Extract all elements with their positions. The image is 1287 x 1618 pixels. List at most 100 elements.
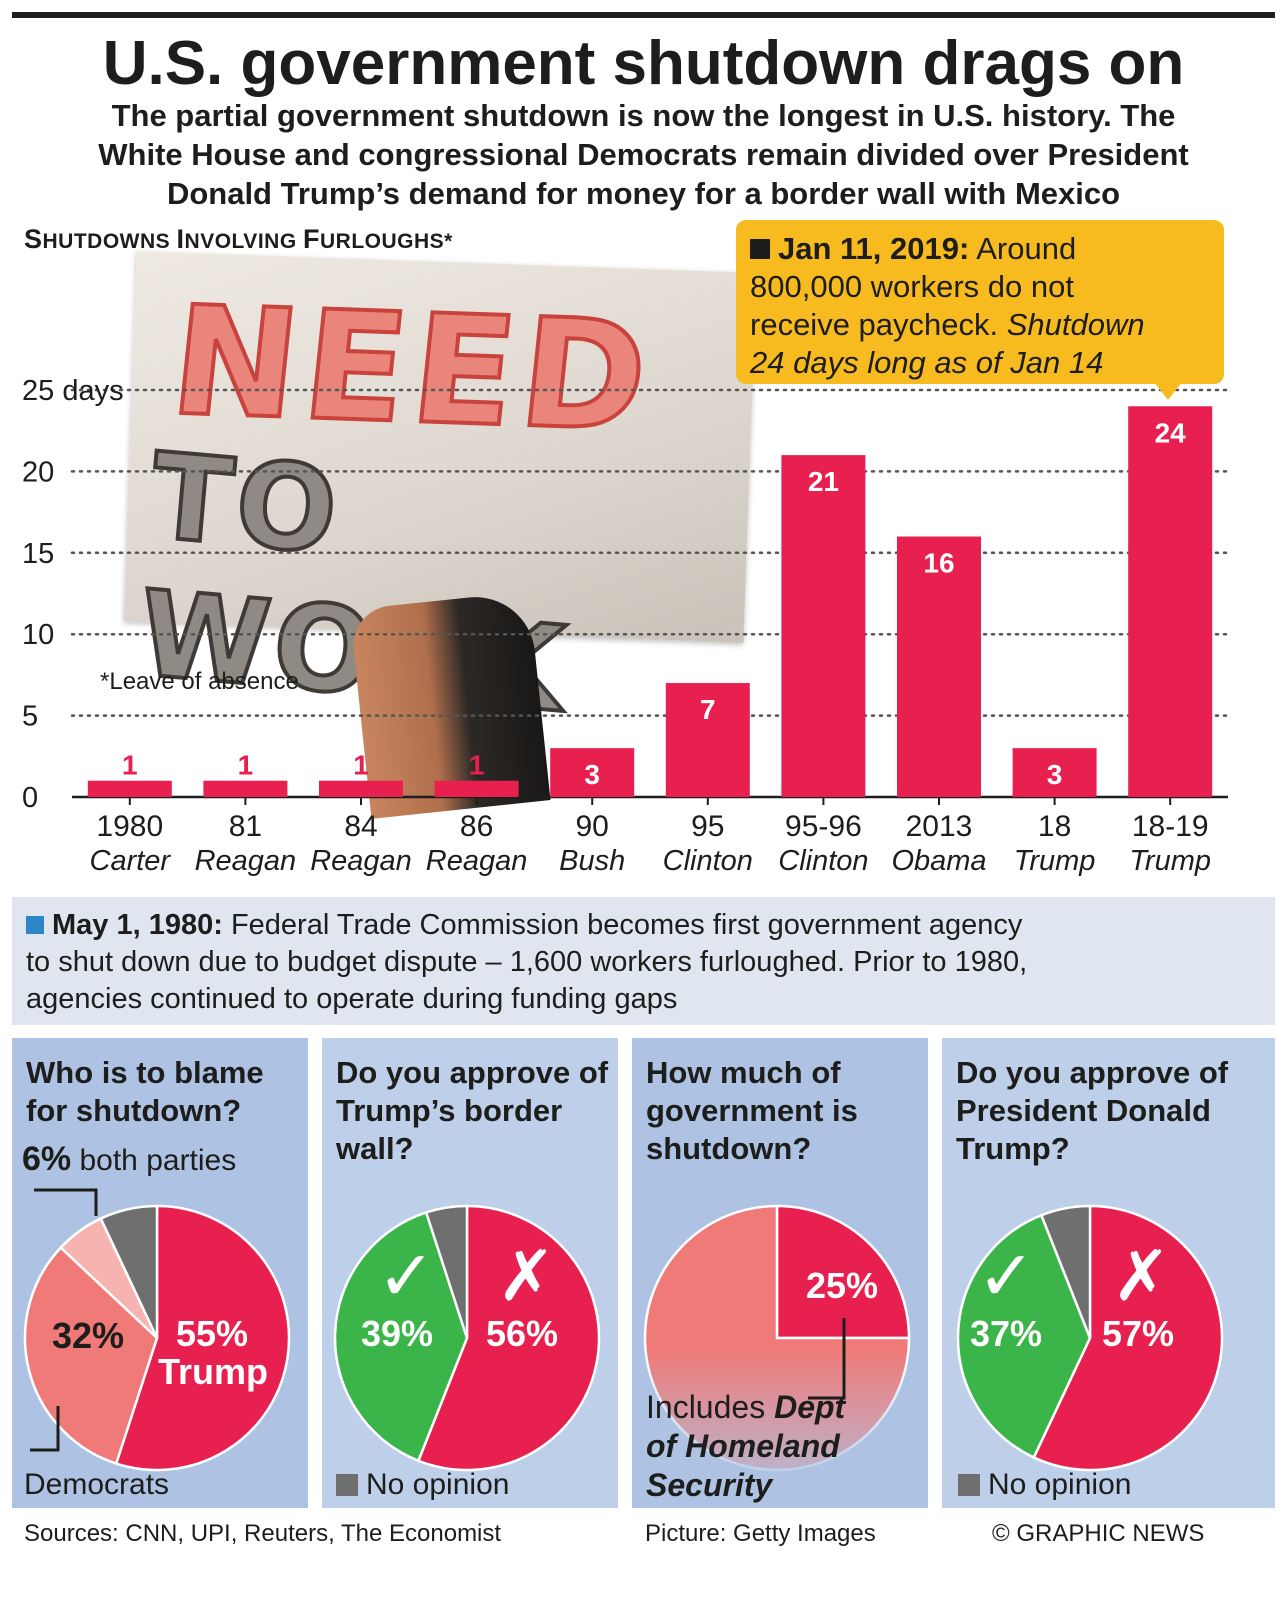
x-tick-label: 86 <box>460 810 493 843</box>
president-label: Reagan <box>426 845 528 877</box>
y-tick-label: 25 days <box>22 375 124 407</box>
black-square-icon <box>750 239 770 259</box>
dhs-note: Includes Dept of Homeland Security <box>646 1389 846 1503</box>
slice-shutdown <box>775 1204 911 1340</box>
poll-border-wall: Do you approve of Trump’s border wall? ✓… <box>322 1038 618 1508</box>
y-tick-label: 0 <box>22 782 38 814</box>
x-tick-label: 18-19 <box>1132 810 1209 843</box>
pct-trump: 55% <box>176 1313 248 1354</box>
slice-approve <box>333 1210 469 1463</box>
picture-credit: Picture: Getty Images <box>645 1520 876 1547</box>
y-tick-label: 5 <box>22 701 38 733</box>
bar <box>665 683 750 797</box>
poll-gov-question: How much of government is shutdown? <box>646 1055 858 1166</box>
x-tick-label: 95-96 <box>785 810 862 843</box>
x-tick-label: 84 <box>344 810 377 843</box>
poll-blame: Who is to blame for shutdown? 55% Trump … <box>12 1038 308 1508</box>
bar-value-label: 21 <box>808 466 839 497</box>
bar-value-label: 1 <box>469 750 485 781</box>
slice-disapprove <box>1032 1204 1224 1472</box>
pct-gov-share: 25% <box>806 1265 878 1306</box>
pct-approve-wall: 39% <box>361 1313 433 1354</box>
poll-approve-question: Do you approve of President Donald Trump… <box>956 1055 1229 1166</box>
grey-square-icon <box>336 1474 358 1496</box>
bar <box>1128 406 1213 797</box>
page-title: U.S. government shutdown drags on <box>102 29 1185 98</box>
x-tick-label: 81 <box>229 810 262 843</box>
bar-value-label: 1 <box>353 750 369 781</box>
bar <box>434 780 519 797</box>
no-opinion-legend: No opinion <box>336 1468 509 1502</box>
president-label: Reagan <box>310 845 412 877</box>
bar <box>897 536 981 797</box>
top-rule <box>12 12 1275 18</box>
bar-value-label: 7 <box>700 694 716 725</box>
poll-government-share: How much of government is shutdown? 25% <box>632 1038 928 1508</box>
bar <box>203 780 288 797</box>
poll-approve-pie: ✓ ✗ 37% 57% <box>956 1204 1224 1472</box>
chart-section-label: SHUTDOWNS INVOLVING FURLOUGHS* <box>24 224 453 254</box>
bar <box>781 455 866 797</box>
slice-no-opinion <box>424 1204 469 1339</box>
x-tick-label: 2013 <box>906 810 973 843</box>
slice-other <box>99 1204 159 1339</box>
check-icon: ✓ <box>977 1235 1036 1317</box>
x-tick-label: 1980 <box>96 810 163 843</box>
bar-value-label: 3 <box>584 759 600 790</box>
poll-wall-question: Do you approve of Trump’s border wall? <box>336 1055 609 1166</box>
cross-icon: ✗ <box>1112 1235 1171 1317</box>
sources: Sources: CNN, UPI, Reuters, The Economis… <box>24 1520 502 1547</box>
slice-approve <box>956 1213 1092 1460</box>
label-democrats: Democrats <box>24 1468 170 1501</box>
bar <box>319 780 403 797</box>
jan-2019-callout: Jan 11, 2019: Around 800,000 workers do … <box>736 220 1224 384</box>
bar-value-label: 16 <box>923 548 954 579</box>
graphic-news-credit: © GRAPHIC NEWS <box>992 1520 1205 1547</box>
gridlines <box>70 388 1230 805</box>
slice-trump <box>114 1204 291 1472</box>
president-label: Carter <box>90 845 172 877</box>
poll-blame-question: Who is to blame for shutdown? <box>26 1055 264 1128</box>
grey-square-icon <box>958 1474 980 1496</box>
cross-icon: ✗ <box>497 1235 556 1317</box>
poll-gov-pie: 25% <box>632 1204 928 1508</box>
pct-disapprove-trump: 57% <box>1102 1313 1174 1354</box>
x-tick-label: 18 <box>1038 810 1071 843</box>
y-tick-label: 15 <box>22 538 54 570</box>
pct-approve-trump: 37% <box>970 1313 1042 1354</box>
subtitle-line-1: The partial government shutdown is now t… <box>111 98 1176 133</box>
subtitle-line-2: White House and congressional Democrats … <box>98 137 1189 172</box>
blue-square-icon <box>26 916 44 934</box>
y-tick-label: 10 <box>22 619 54 651</box>
president-label: Bush <box>559 845 625 877</box>
both-parties-label: 6% both parties <box>22 1140 237 1178</box>
bar-value-label: 1 <box>238 750 254 781</box>
poll-trump-approval: Do you approve of President Donald Trump… <box>942 1038 1275 1508</box>
bar <box>550 748 635 797</box>
bar-value-label: 3 <box>1047 759 1063 790</box>
president-label: Clinton <box>663 845 753 877</box>
info-band-1980: May 1, 1980: Federal Trade Commission be… <box>12 897 1275 1025</box>
callout-pointer <box>1154 382 1182 400</box>
pct-democrats: 32% <box>52 1315 124 1356</box>
x-tick-label: 90 <box>576 810 609 843</box>
check-icon: ✓ <box>377 1235 436 1317</box>
poll-blame-pie: 55% Trump 32% <box>23 1188 291 1472</box>
slice-no-opinion <box>1039 1204 1092 1339</box>
x-tick-label: 95 <box>691 810 724 843</box>
bars <box>87 406 1213 797</box>
president-label: Trump <box>1014 845 1096 877</box>
pct-disapprove-wall: 56% <box>486 1313 558 1354</box>
bar <box>1012 748 1097 797</box>
label-trump: Trump <box>158 1351 268 1392</box>
no-opinion-legend: No opinion <box>958 1468 1131 1502</box>
subtitle-line-3: Donald Trump’s demand for money for a bo… <box>166 176 1121 211</box>
president-label: Reagan <box>195 845 297 877</box>
y-tick-label: 20 <box>22 456 54 488</box>
bar <box>87 780 172 797</box>
bar-value-label: 24 <box>1155 417 1187 448</box>
president-label: Trump <box>1129 845 1211 877</box>
president-label: Obama <box>891 845 986 877</box>
